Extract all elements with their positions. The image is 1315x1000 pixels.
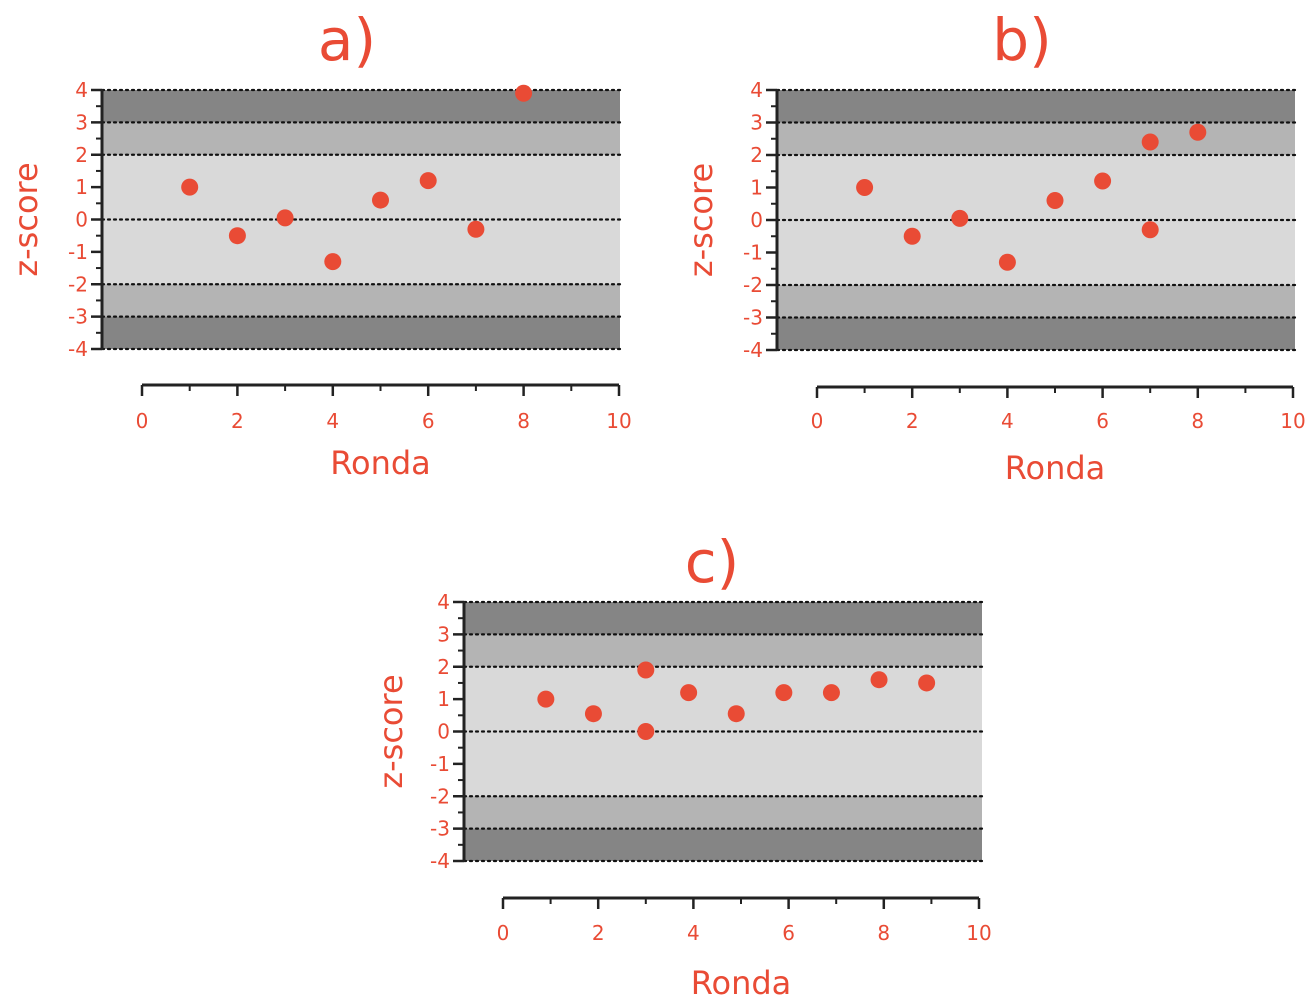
x-tick-label-c-3: 6 [782,921,795,945]
y-tick-label-b-2: 2 [750,143,763,167]
x-tick-label-c-5: 10 [966,921,991,945]
x-tick-label-b-2: 4 [1001,409,1014,433]
y-tick-label-c-4: 0 [437,720,450,744]
y-tick-label-a-7: -3 [68,305,88,329]
y-axis-title-c: z-score [372,674,410,788]
y-tick-label-a-8: -4 [68,337,88,361]
data-point-b-3 [998,253,1016,271]
band-b-2 [777,285,1295,318]
data-point-b-5 [1094,172,1112,190]
x-tick-label-b-5: 10 [1280,409,1305,433]
y-tick-label-b-0: 4 [750,78,763,102]
data-point-b-8 [1189,123,1207,141]
x-tick-label-b-1: 2 [906,409,919,433]
band-c-3 [464,602,982,635]
x-tick-label-a-3: 6 [422,409,435,433]
y-tick-label-c-3: 1 [437,687,450,711]
data-point-c-3 [637,661,655,679]
data-point-c-0 [537,690,555,708]
x-axis-title-b: Ronda [1005,449,1106,487]
x-tick-label-a-2: 4 [326,409,339,433]
x-tick-label-c-0: 0 [497,921,510,945]
panel-title-b: b) [992,6,1051,74]
data-point-a-1 [228,227,246,245]
data-point-a-2 [276,209,294,227]
y-tick-label-c-8: -4 [430,849,450,873]
band-c-4 [464,828,982,861]
x-axis-title-c: Ronda [691,964,792,1000]
data-point-c-6 [775,684,793,702]
data-point-a-6 [467,220,485,238]
y-tick-label-b-5: -1 [743,241,763,265]
y-tick-label-b-7: -3 [743,306,763,330]
band-a-2 [102,284,620,317]
y-tick-label-a-4: 0 [75,208,88,232]
y-tick-label-b-8: -4 [743,338,763,362]
y-axis-title-b: z-score [682,163,720,277]
y-tick-label-c-1: 3 [437,622,450,646]
x-tick-label-c-4: 8 [877,921,890,945]
data-point-c-5 [727,705,745,723]
data-point-b-2 [951,209,969,227]
data-point-a-3 [324,253,342,271]
y-tick-label-c-6: -2 [430,784,450,808]
band-c-1 [464,634,982,667]
data-point-b-7 [1141,133,1159,151]
panel-title-c: c) [685,528,740,596]
x-tick-label-b-3: 6 [1096,409,1109,433]
y-tick-label-c-5: -1 [430,752,450,776]
y-tick-label-a-0: 4 [75,78,88,102]
band-b-3 [777,90,1295,123]
x-tick-label-b-4: 8 [1191,409,1204,433]
data-point-b-6 [1141,221,1159,239]
data-point-b-0 [856,179,874,196]
y-tick-label-b-4: 0 [750,208,763,232]
data-point-b-4 [1046,192,1064,209]
x-tick-label-a-5: 10 [606,409,631,433]
y-tick-label-c-2: 2 [437,655,450,679]
data-point-c-2 [637,723,655,740]
data-point-a-4 [372,191,389,209]
panel-title-a: a) [318,6,376,74]
y-axis-title-a: z-score [7,162,45,276]
y-tick-label-b-3: 1 [750,176,763,200]
band-a-3 [102,90,620,123]
y-tick-label-a-6: -2 [68,272,88,296]
y-tick-label-b-6: -2 [743,273,763,297]
y-tick-label-b-1: 3 [750,111,763,135]
data-point-c-7 [822,684,840,702]
x-tick-label-a-1: 2 [231,409,244,433]
x-tick-label-a-0: 0 [136,409,149,433]
y-tick-label-a-1: 3 [75,110,88,134]
data-point-c-4 [680,684,698,702]
data-point-b-1 [903,227,921,245]
y-tick-label-a-5: -1 [68,240,88,264]
x-axis-title-a: Ronda [330,444,431,482]
data-point-c-1 [584,705,602,723]
x-tick-label-c-1: 2 [592,921,605,945]
band-b-4 [777,317,1295,350]
band-a-4 [102,316,620,349]
x-tick-label-a-4: 8 [517,409,530,433]
data-point-a-5 [419,172,437,190]
band-a-1 [102,122,620,155]
data-point-c-9 [918,674,936,692]
y-tick-label-c-7: -3 [430,817,450,841]
data-point-c-8 [870,671,888,689]
y-tick-label-a-2: 2 [75,143,88,167]
band-c-2 [464,796,982,829]
y-tick-label-a-3: 1 [75,175,88,199]
data-point-a-0 [181,178,199,196]
band-b-1 [777,122,1295,155]
y-tick-label-c-0: 4 [437,590,450,614]
x-tick-label-c-2: 4 [687,921,700,945]
data-point-a-7 [515,84,533,102]
x-tick-label-b-0: 0 [811,409,824,433]
